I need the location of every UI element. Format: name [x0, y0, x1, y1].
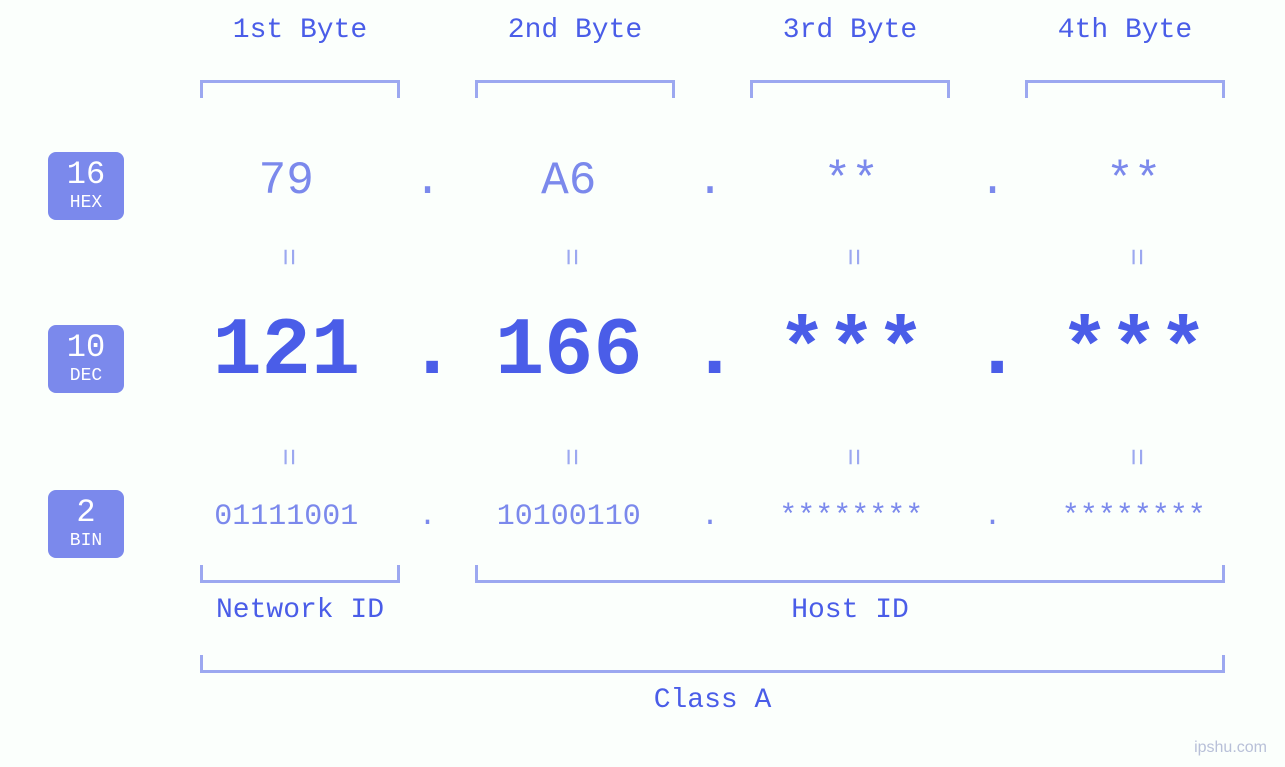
badge-dec-name: DEC: [48, 367, 124, 386]
byte-label-4: 4th Byte: [1000, 15, 1250, 46]
byte-bracket-4: [1025, 80, 1225, 98]
dot-icon: .: [973, 500, 1013, 534]
byte-bracket-1: [200, 80, 400, 98]
badge-dec-base: 10: [48, 331, 124, 365]
bin-byte-2: 10100110: [448, 500, 691, 534]
badge-bin-base: 2: [48, 496, 124, 530]
dot-icon: .: [408, 500, 448, 534]
badge-hex: 16 HEX: [48, 152, 124, 220]
network-id-bracket: [200, 565, 400, 583]
host-id-label: Host ID: [475, 595, 1225, 626]
dot-icon: .: [973, 155, 1013, 207]
equals-icon: =: [834, 336, 868, 579]
equals-icon: =: [1117, 336, 1151, 579]
equals-row-top: = = = =: [165, 240, 1255, 274]
class-label: Class A: [200, 685, 1225, 716]
badge-hex-base: 16: [48, 158, 124, 192]
row-dec: 121 . 166 . *** . ***: [165, 305, 1255, 398]
row-hex: 79 . A6 . ** . **: [165, 155, 1255, 207]
equals-icon: =: [269, 336, 303, 579]
byte-bracket-2: [475, 80, 675, 98]
equals-row-bottom: = = = =: [165, 440, 1255, 474]
dot-icon: .: [408, 305, 448, 398]
byte-label-3: 3rd Byte: [725, 15, 975, 46]
dot-icon: .: [973, 305, 1013, 398]
bin-byte-1: 01111001: [165, 500, 408, 534]
watermark: ipshu.com: [1194, 739, 1267, 757]
badge-bin-name: BIN: [48, 532, 124, 551]
equals-icon: =: [552, 336, 586, 579]
byte-label-1: 1st Byte: [175, 15, 425, 46]
dot-icon: .: [690, 155, 730, 207]
row-bin: 01111001 . 10100110 . ******** . *******…: [165, 500, 1255, 534]
dot-icon: .: [690, 305, 730, 398]
badge-bin: 2 BIN: [48, 490, 124, 558]
byte-label-2: 2nd Byte: [450, 15, 700, 46]
dot-icon: .: [408, 155, 448, 207]
bin-byte-4: ********: [1013, 500, 1256, 534]
byte-bracket-3: [750, 80, 950, 98]
badge-dec: 10 DEC: [48, 325, 124, 393]
host-id-bracket: [475, 565, 1225, 583]
bin-byte-3: ********: [730, 500, 973, 534]
network-id-label: Network ID: [175, 595, 425, 626]
class-bracket: [200, 655, 1225, 673]
dot-icon: .: [690, 500, 730, 534]
badge-hex-name: HEX: [48, 194, 124, 213]
